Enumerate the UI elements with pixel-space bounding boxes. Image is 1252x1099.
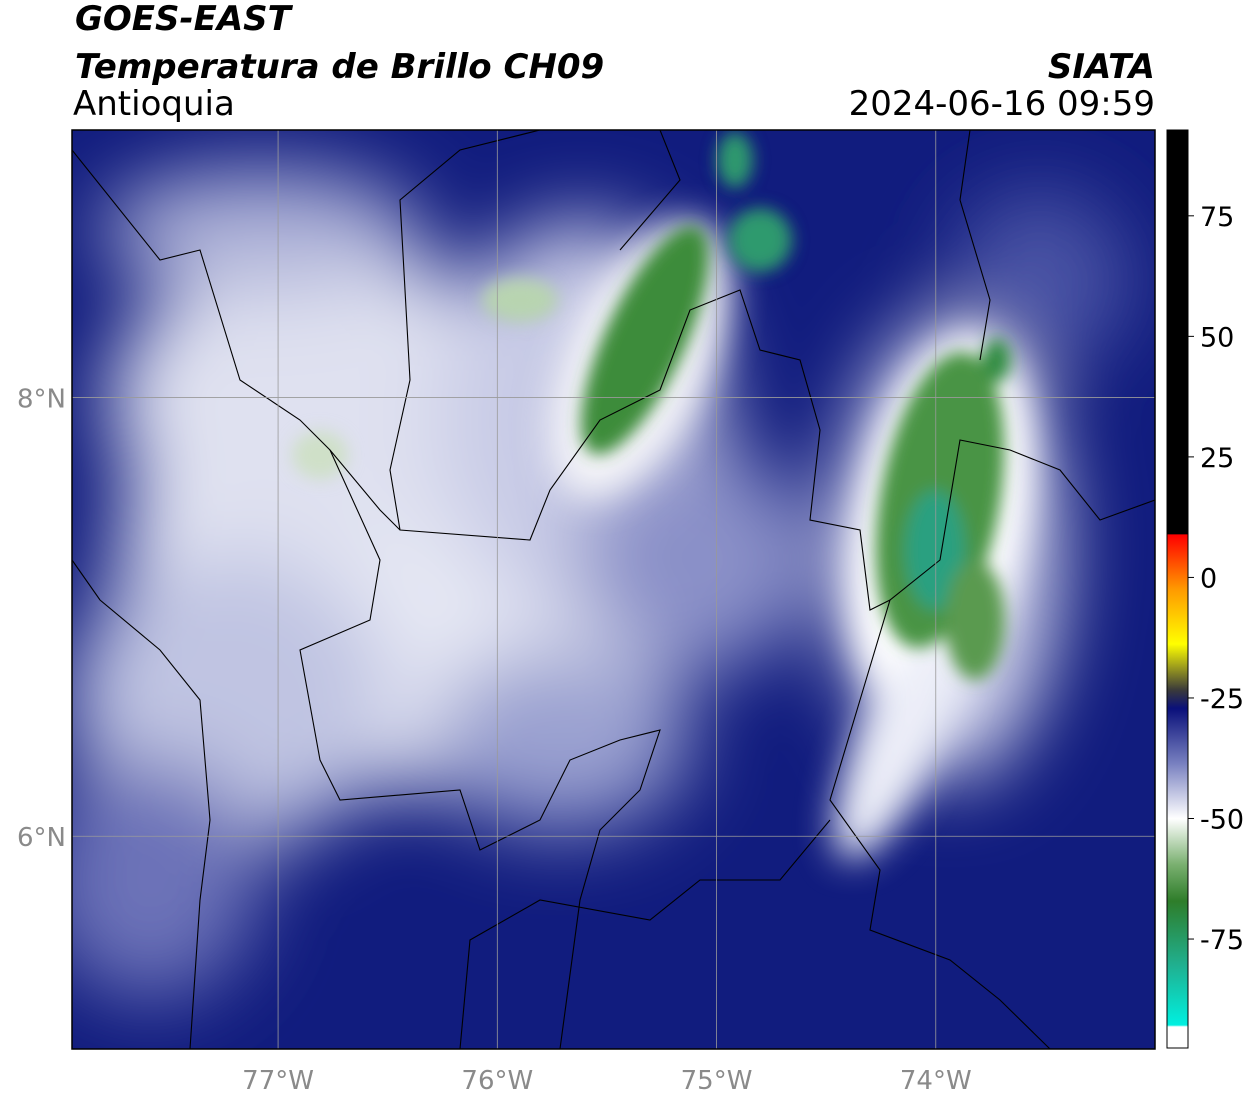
subtitle: Temperatura de Brillo CH09 xyxy=(75,47,604,87)
colorbar-tick-label: 50 xyxy=(1200,322,1234,353)
source: SIATA xyxy=(1048,47,1155,87)
map-frame xyxy=(71,129,1156,1050)
region: Antioquia xyxy=(73,84,235,124)
colorbar-tick-label: -75 xyxy=(1200,925,1244,956)
satellite-image xyxy=(72,130,1155,1049)
title: GOES-EAST xyxy=(75,0,294,39)
colorbar-tick-label: 0 xyxy=(1200,563,1217,594)
grid xyxy=(72,130,1155,1049)
colorbar-tick-label: 75 xyxy=(1200,202,1234,233)
x-tick-label: 76°W xyxy=(461,1066,533,1096)
colorbar-tick-label: -25 xyxy=(1200,684,1244,715)
y-tick-label: 8°N xyxy=(17,385,66,415)
datetime: 2024-06-16 09:59 xyxy=(849,84,1155,124)
x-tick-label: 74°W xyxy=(900,1066,972,1096)
x-tick-label: 75°W xyxy=(681,1066,753,1096)
colorbar-tick-label: 25 xyxy=(1200,443,1234,474)
x-tick-label: 77°W xyxy=(242,1066,314,1096)
colorbar-tick-label: -50 xyxy=(1200,805,1244,836)
y-tick-label: 6°N xyxy=(17,823,66,853)
colorbar xyxy=(1166,129,1189,1049)
